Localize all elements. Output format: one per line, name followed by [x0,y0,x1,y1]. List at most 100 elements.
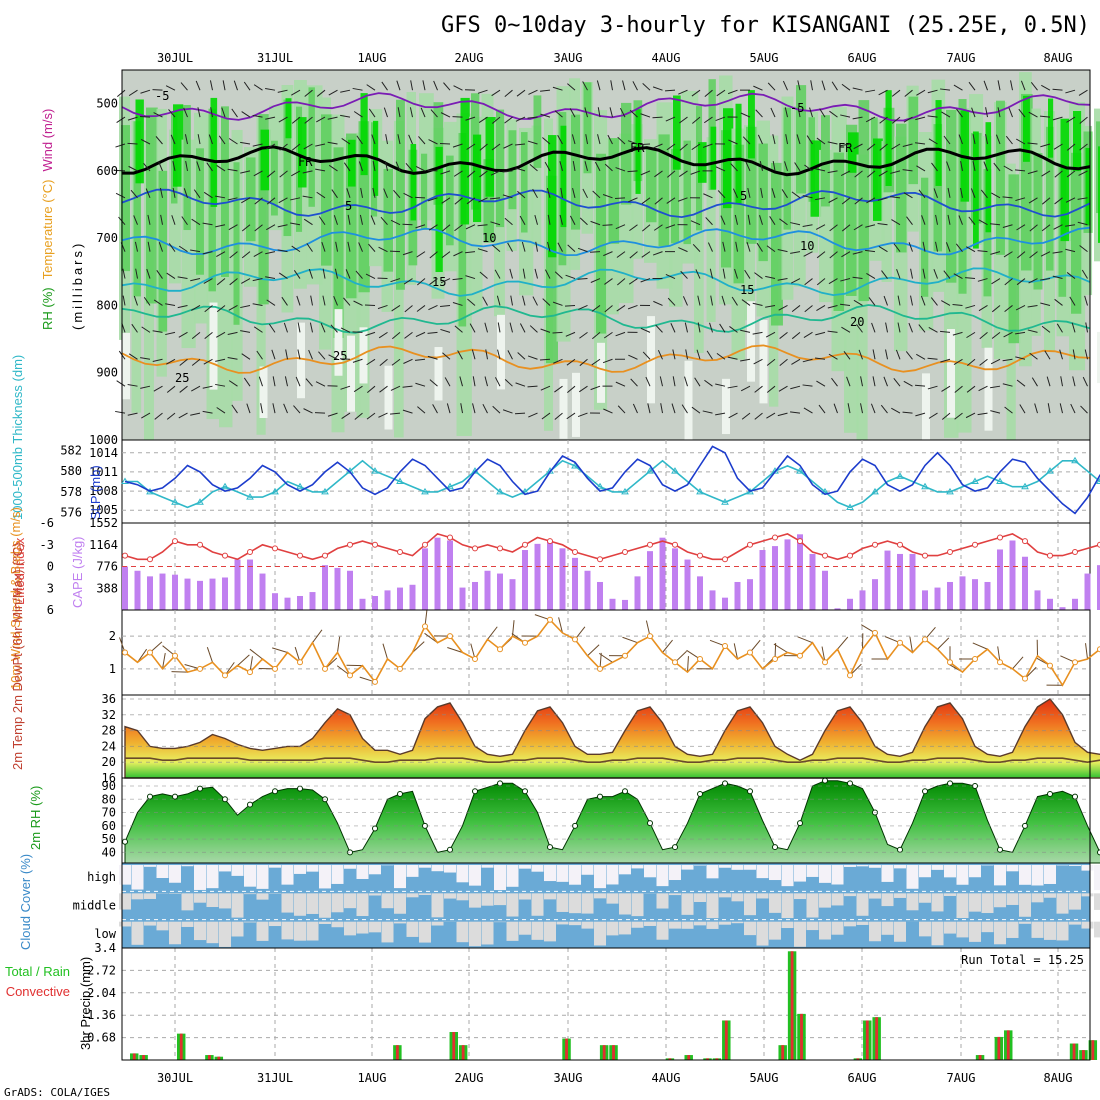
rh-dark-streak [848,132,859,173]
wind-barb [865,224,876,228]
rh-tick: 90 [102,779,116,793]
cloud-cell [1019,865,1031,885]
cloud-cell [369,893,381,896]
wind-barb [920,295,926,306]
wind-barb [241,111,251,118]
wind-barb [754,412,763,420]
wind-barb [660,403,663,414]
wind-barb [946,161,951,172]
cape-bar [872,579,878,610]
wind-barb [191,305,201,311]
cloud-cell [869,865,881,868]
wind-barb [692,243,701,252]
wind-barb [178,331,188,338]
rh-dry-streak [259,366,268,419]
wind-barb [978,305,988,312]
wind-barb [519,215,526,225]
cloud-cell [431,865,444,872]
wind-barb [878,89,888,96]
wind-speed-line-point [547,616,553,623]
cloud-cell [981,893,994,914]
cloud-cell [431,921,444,926]
wind-barb [272,403,276,414]
cloud-cell [719,921,731,925]
wind-barb [266,224,276,231]
wind-barb [534,214,538,225]
rh-tick: 60 [102,819,116,833]
thickness-line-point [796,467,804,474]
cloud-cell [1006,921,1019,938]
rh-dark-streak [1048,98,1054,158]
wind-barb [833,403,838,414]
wind-barb [541,412,551,420]
wind-barb [509,268,513,279]
cloud-cell [381,921,394,943]
wind-barb [640,278,651,283]
thickness-line-point [871,487,879,495]
wind-barb [619,107,626,118]
wind-barb [1079,245,1088,253]
wind-speed-line-point [797,652,803,659]
cloud-cell [244,921,256,923]
surface-barb [733,643,738,660]
wind-barb [953,84,963,91]
rh-mid-streak [846,124,858,296]
wind-barb [854,170,863,178]
cloud-cell [1081,893,1094,897]
wind-barb [665,224,676,229]
wind-barb [872,349,876,360]
cape-bar [572,557,578,610]
rh-point [197,785,203,792]
wind-speed-line-point [647,633,653,640]
wind-barb [422,80,426,91]
wind-barb [441,224,451,232]
cloud-cell [219,865,231,872]
wind-barb [989,223,1001,226]
precip-tick: 2.04 [87,986,116,1000]
wind-speed-line-point [472,656,478,663]
wind-barb [641,251,651,258]
wind-barb [453,170,463,177]
cloud-cell [1044,893,1056,898]
wind-barb [358,242,363,252]
wind-speed-line-point [747,649,753,656]
wind-barb [947,214,951,225]
wind-barb [279,143,288,151]
wind-barb [704,89,713,97]
wind-barb [127,412,138,416]
wind-barb [918,189,926,199]
wind-barb [291,116,301,124]
wind-barb [702,143,713,148]
wind-barb [160,214,163,225]
wind-barb [854,197,863,205]
cloud-cell [419,865,431,868]
cloud-cell [344,865,356,869]
wind-barb [772,160,776,171]
wind-speed-line-point [772,656,778,663]
wind-barb [1079,143,1088,151]
cloud-cell [944,865,956,878]
rh-dry-streak [334,309,343,376]
rh-dry-streak [559,378,568,439]
wind-barb [440,278,451,284]
wind-barb [477,89,488,94]
wind-barb [991,331,1001,339]
surface-barb [412,641,425,653]
wind-barb [754,385,763,393]
cape-bar [472,581,478,610]
wind-barb [478,116,488,123]
wind-barb [452,302,463,306]
wind-barb [272,376,276,387]
cape-bar [1072,598,1078,610]
wind-barb [829,251,838,259]
wind-barb [927,115,938,118]
wind-barb [253,251,263,257]
wind-barb [903,192,913,199]
rh-dark-streak [973,131,979,249]
wind-barb [327,141,338,145]
rh-dark-streak [810,140,822,217]
wind-barb [1056,323,1063,333]
wind-barb [1041,170,1051,177]
rh-point [772,844,778,851]
